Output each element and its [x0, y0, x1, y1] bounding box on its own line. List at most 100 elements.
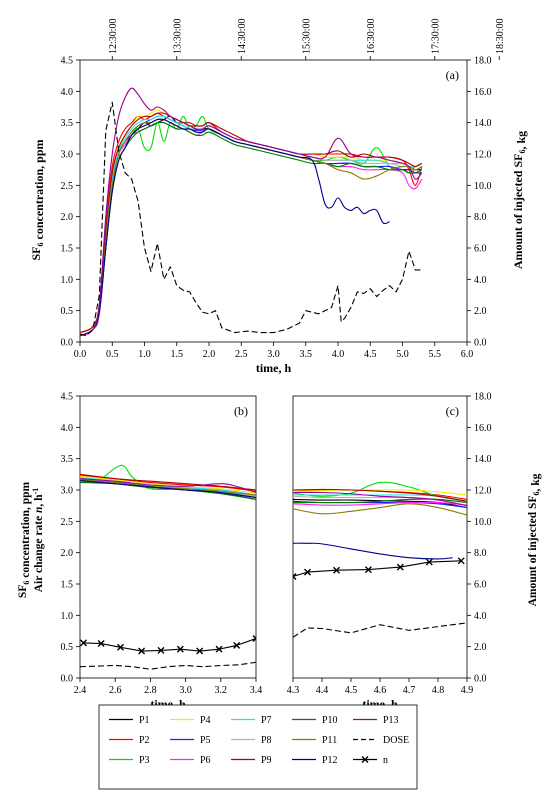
panel-c-ytick-right-label: 12.0: [474, 486, 492, 497]
panel-a-ytick-right-label: 4.0: [474, 275, 487, 286]
panel-a-ytick-label: 1.5: [61, 244, 74, 255]
panel-b-ylabel-2: Air change rate n, h-1: [31, 488, 45, 593]
panel-c-xtick-label: 4.8: [432, 685, 445, 696]
panel-b-ytick-label: 3.0: [61, 486, 74, 497]
panel-a-top-tick-label: 12:30:00: [108, 18, 119, 54]
panel-a-top-tick-label: 14:30:00: [237, 18, 248, 54]
panel-b-ytick-label: 2.5: [61, 517, 74, 528]
panel-a-top-tick-label: 17:30:00: [430, 18, 441, 54]
panel-a-ytick-right-label: 16.0: [474, 87, 492, 98]
panel-a-top-tick-label: 15:30:00: [301, 18, 312, 54]
panel-a-ytick-label: 4.5: [61, 56, 74, 67]
legend-label: n: [383, 755, 388, 766]
panel-a-xtick-label: 1.0: [138, 349, 151, 360]
panel-a-ytick-label: 2.5: [61, 181, 74, 192]
panel-a: 0.0 0.5 1.0 1.5 2.0 2.5 3.0 3.5 4.0 4.5 5.0 5.5 6.00…: [61, 18, 506, 375]
panel-c-ytick-right-label: 8.0: [474, 548, 487, 559]
legend-item-p13: P13: [353, 715, 399, 726]
series-n-marker: [116, 643, 124, 651]
series-p13-line: [80, 87, 423, 337]
panel-a-ytick-right-label: 2.0: [474, 306, 487, 317]
series-n-marker: [80, 639, 88, 647]
legend: P1 P2 P3 P4 P5 P6 P7 P8 P9 P10 P11 P12 P13 DOSE n: [98, 704, 418, 790]
legend-label: P3: [139, 755, 150, 766]
legend-item-n: n: [353, 755, 388, 766]
panel-c-ytick-right-label: 4.0: [474, 611, 487, 622]
series-p12-line: [80, 118, 390, 337]
panel-c-xtick-label: 4.9: [461, 685, 474, 696]
panel-c-ytick-right-label: 14.0: [474, 454, 492, 465]
panel-b-ytick-label: 1.0: [61, 611, 74, 622]
panel-a-ytick-right-label: 10.0: [474, 181, 492, 192]
panel-a-top-tick-label: 16:30:00: [366, 18, 377, 54]
panel-b-xtick-label: 3.2: [215, 685, 228, 696]
panel-c-xtick-label: 4.7: [403, 685, 416, 696]
panel-a-ytick-label: 0.0: [61, 338, 74, 349]
series-n-marker: [157, 646, 165, 654]
panel-b-xtick-label: 2.8: [144, 685, 157, 696]
series-n-marker: [196, 647, 204, 655]
series-n-marker: [364, 566, 372, 574]
legend-label: P1: [139, 715, 150, 726]
panel-b-xtick-label: 3.0: [179, 685, 192, 696]
panel-c-frame: [292, 395, 468, 679]
series-p13-line: [80, 478, 256, 494]
legend-item-p12: P12: [292, 755, 338, 766]
series-p2-line: [80, 112, 423, 334]
panel-c-xtick-label: 4.6: [374, 685, 387, 696]
series-n-marker: [293, 572, 297, 580]
series-p11-line: [80, 479, 256, 496]
panel-a-ytick-right-label: 0.0: [474, 338, 487, 349]
panel-b-xtick-label: 3.4: [250, 685, 263, 696]
panel-a-xtick-label: 0.5: [106, 349, 119, 360]
panel-a-ytick-label: 4.0: [61, 87, 74, 98]
panel-b-ytick-label: 2.0: [61, 548, 74, 559]
legend-item-p4: P4: [170, 715, 211, 726]
series-p4-line: [80, 109, 423, 337]
series-p12-line: [80, 480, 256, 499]
panel-a-xtick-label: 4.0: [332, 349, 345, 360]
series-n-marker: [233, 641, 241, 649]
series-n-marker: [215, 645, 223, 653]
series-n-marker: [333, 566, 340, 574]
legend-item-p2: P2: [109, 735, 150, 746]
series-n-marker: [252, 635, 256, 643]
panel-a-ytick-right-label: 6.0: [474, 244, 487, 255]
panel-a-ytick-label: 3.0: [61, 150, 74, 161]
series-p9-line: [80, 112, 423, 334]
panel-a-xtick-label: 5.5: [429, 349, 442, 360]
series-n-marker: [396, 563, 404, 571]
legend-label: P8: [261, 735, 272, 746]
panel-c-plot: [293, 481, 467, 638]
panel-c-ytick-right-label: 2.0: [474, 642, 487, 653]
legend-item-dose: DOSE: [353, 735, 409, 746]
panel-b: 2.4 2.6 2.8 3.0 3.2 3.4 0.0 0.5 1.0 1.5 2.0 2.5 3.0 3…: [61, 392, 263, 712]
panel-b-ytick-label: 3.5: [61, 454, 74, 465]
panel-c-ylabel-right: Amount of injected SF6, kg: [527, 473, 542, 606]
legend-label: P5: [200, 735, 211, 746]
panel-b-ytick-label: 4.0: [61, 423, 74, 434]
legend-label: P11: [322, 735, 337, 746]
legend-item-p8: P8: [231, 735, 272, 746]
panel-a-ytick-label: 1.0: [61, 275, 74, 286]
panel-b-plot: [80, 464, 256, 670]
panel-a-ytick-right-label: 18.0: [474, 56, 492, 67]
panel-a-xlabel: time, h: [256, 361, 292, 375]
legend-label: P9: [261, 755, 272, 766]
legend-item-p5: P5: [170, 735, 211, 746]
panel-b-ytick-label: 1.5: [61, 580, 74, 591]
legend-label: P6: [200, 755, 211, 766]
panel-a-label: (a): [446, 68, 459, 82]
panel-a-xtick-label: 6.0: [461, 349, 474, 360]
series-p11-line: [80, 118, 423, 337]
panel-a-xtick-label: 1.5: [171, 349, 184, 360]
legend-item-p6: P6: [170, 755, 211, 766]
panel-c-ytick-right-label: 16.0: [474, 423, 492, 434]
panel-b-ytick-label: 0.0: [61, 674, 74, 685]
legend-item-p9: P9: [231, 755, 272, 766]
series-n-line: [83, 638, 256, 652]
series-p9-line: [80, 474, 256, 491]
panel-a-xtick-label: 0.0: [74, 349, 87, 360]
panel-c-xtick-label: 4.4: [316, 685, 329, 696]
panel-b-xtick-label: 2.4: [74, 685, 87, 696]
